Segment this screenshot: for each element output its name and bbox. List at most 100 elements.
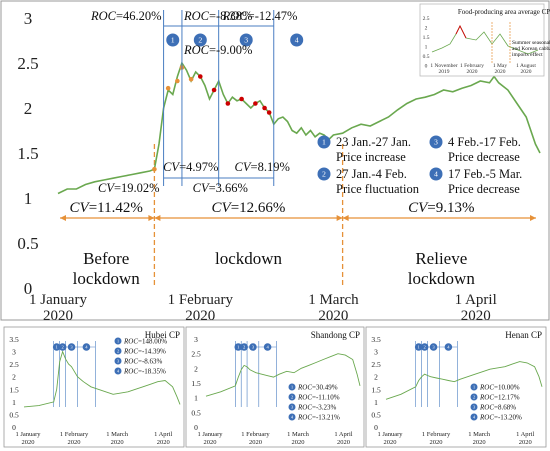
sub-x-year: 2020 xyxy=(337,439,350,446)
inset-chart: Food-producing area average CP 2.5 2 1.5 1 0.… xyxy=(419,3,550,77)
legend-3-badge xyxy=(429,135,443,149)
sub-y-tick: 0 xyxy=(12,423,16,432)
sub-roc-badge-2-number: 2 xyxy=(291,394,293,399)
legend-line1: 27 Jan.-4 Feb. xyxy=(336,167,407,181)
legend-2-number: 2 xyxy=(322,170,326,179)
sub-x-tick: 1 March xyxy=(287,431,310,438)
sub-x-tick: 1 January xyxy=(15,431,41,438)
sub-y-tick: 2.5 xyxy=(191,350,201,359)
sub-phase-3-badge xyxy=(429,343,438,351)
inset-title: Food-producing area average CP xyxy=(458,8,550,16)
sub-roc-label: ROC=-13.20% xyxy=(479,414,522,422)
sub-y-tick: 0 xyxy=(374,423,378,432)
period-label-line1: lockdown xyxy=(215,249,283,268)
sub-roc-label: ROC=-3.23% xyxy=(297,404,337,412)
sub-y-tick: 1.5 xyxy=(371,385,381,394)
legend-line2: Price fluctuation xyxy=(336,182,420,196)
sub-roc-badge-3-number: 3 xyxy=(473,404,475,409)
inset-x-year: 2020 xyxy=(495,69,506,75)
sub-phase-4-badge xyxy=(82,343,91,351)
sub-roc-label: ROC=30.49% xyxy=(297,384,338,392)
inset-x-year: 2020 xyxy=(521,69,532,75)
period-cv: CV=9.13% xyxy=(408,200,474,216)
sub-y-tick: 0.5 xyxy=(9,410,19,419)
period-label-line2: lockdown xyxy=(73,269,141,288)
data-point-marker xyxy=(175,78,180,84)
sub-phase-1-badge xyxy=(52,343,61,351)
x-tick-label: 1 April xyxy=(455,292,497,308)
sub-x-year: 2020 xyxy=(519,439,532,446)
sub-roc-label: ROC=148.00% xyxy=(123,338,167,346)
sub-y-tick: 3 xyxy=(374,348,378,357)
sub-phase-4-number: 4 xyxy=(85,345,88,350)
sub-roc-badge-2-badge xyxy=(470,393,478,401)
sub-roc-badge-1-number: 1 xyxy=(117,338,119,343)
sub-roc-badge-2-badge xyxy=(288,393,296,401)
sub-roc-badge-1-number: 1 xyxy=(291,384,293,389)
period-arrowhead xyxy=(60,215,66,221)
data-point-marker xyxy=(239,96,244,102)
sub-roc-badge-3-number: 3 xyxy=(291,404,293,409)
sub-phase-4-number: 4 xyxy=(447,345,450,350)
sub-phase-1-number: 1 xyxy=(237,345,239,350)
legend-1-badge xyxy=(317,135,331,149)
sub-series-line xyxy=(385,361,543,400)
sub-x-tick: 1 February xyxy=(241,431,270,438)
sub-y-tick: 1 xyxy=(374,398,378,407)
inset-note-1: Summer seasonality xyxy=(512,40,550,46)
period-arrowhead xyxy=(530,215,536,221)
sub-roc-badge-3-badge xyxy=(114,357,122,365)
x-tick-year: 2020 xyxy=(185,308,215,324)
sub-roc-badge-3-badge xyxy=(470,403,478,411)
data-point-marker xyxy=(211,87,217,93)
legend-line2: Price decrease xyxy=(448,182,520,196)
sub-phase-3-badge xyxy=(249,343,257,351)
sub-roc-badge-3-number: 3 xyxy=(117,358,119,363)
sub-phase-1-badge xyxy=(414,343,423,351)
period-arrowhead xyxy=(148,215,155,221)
sub-y-tick: 2 xyxy=(194,364,198,373)
x-tick-year: 2020 xyxy=(318,308,348,324)
inset-note-2: and Korean cabbage xyxy=(512,46,550,52)
phase-3-number: 3 xyxy=(244,36,248,45)
sub-phase-2-badge xyxy=(58,343,67,351)
sub-x-year: 2020 xyxy=(384,439,397,446)
sub-x-year: 2020 xyxy=(473,439,486,446)
main-y-axis: 0 0.5 1 1.5 2 2.5 3 xyxy=(17,9,38,298)
sub-phase-2-badge xyxy=(240,343,248,351)
data-point-marker xyxy=(262,105,267,111)
inset-x-tick: 1 February xyxy=(460,63,484,69)
sub-x-tick: 1 March xyxy=(468,431,491,438)
inset-x-tick: 1 May xyxy=(493,63,507,69)
sub-x-year: 2020 xyxy=(111,439,124,446)
inset-x-year: 2019 xyxy=(439,69,450,75)
legend-line2: Price decrease xyxy=(448,150,520,164)
sub-x-year: 2020 xyxy=(292,439,305,446)
phase-2-badge xyxy=(193,33,207,47)
y-tick-label: 2 xyxy=(24,99,33,118)
sub-y-tick: 2.5 xyxy=(9,360,19,369)
phase-3-badge xyxy=(239,33,253,47)
period-cv: CV=12.66% xyxy=(212,200,286,216)
y-tick-label: 2.5 xyxy=(17,54,38,73)
sub-y-tick: 2 xyxy=(374,373,378,382)
y-tick-label: 0.5 xyxy=(17,234,38,253)
sub-roc-label: ROC=8.68% xyxy=(479,404,516,412)
legend-line1: 4 Feb.-17 Feb. xyxy=(448,135,521,149)
period-arrowhead xyxy=(336,215,343,221)
period-arrowhead xyxy=(154,215,161,221)
phase-2-number: 2 xyxy=(198,36,202,45)
sub-x-year: 2020 xyxy=(249,439,262,446)
sub-x-year: 2020 xyxy=(22,439,35,446)
roc-label: ROC=-8.38% xyxy=(183,9,253,23)
legend-line2: Price increase xyxy=(336,150,406,164)
y-tick-label: 1 xyxy=(24,189,33,208)
inset-series-line xyxy=(431,25,539,55)
sub-roc-label: ROC=10.00% xyxy=(479,384,520,392)
sub-roc-badge-2-badge xyxy=(114,347,122,355)
data-point-marker xyxy=(198,74,203,79)
sub-phase-2-number: 2 xyxy=(243,345,246,350)
inset-x-year: 2020 xyxy=(467,69,478,75)
